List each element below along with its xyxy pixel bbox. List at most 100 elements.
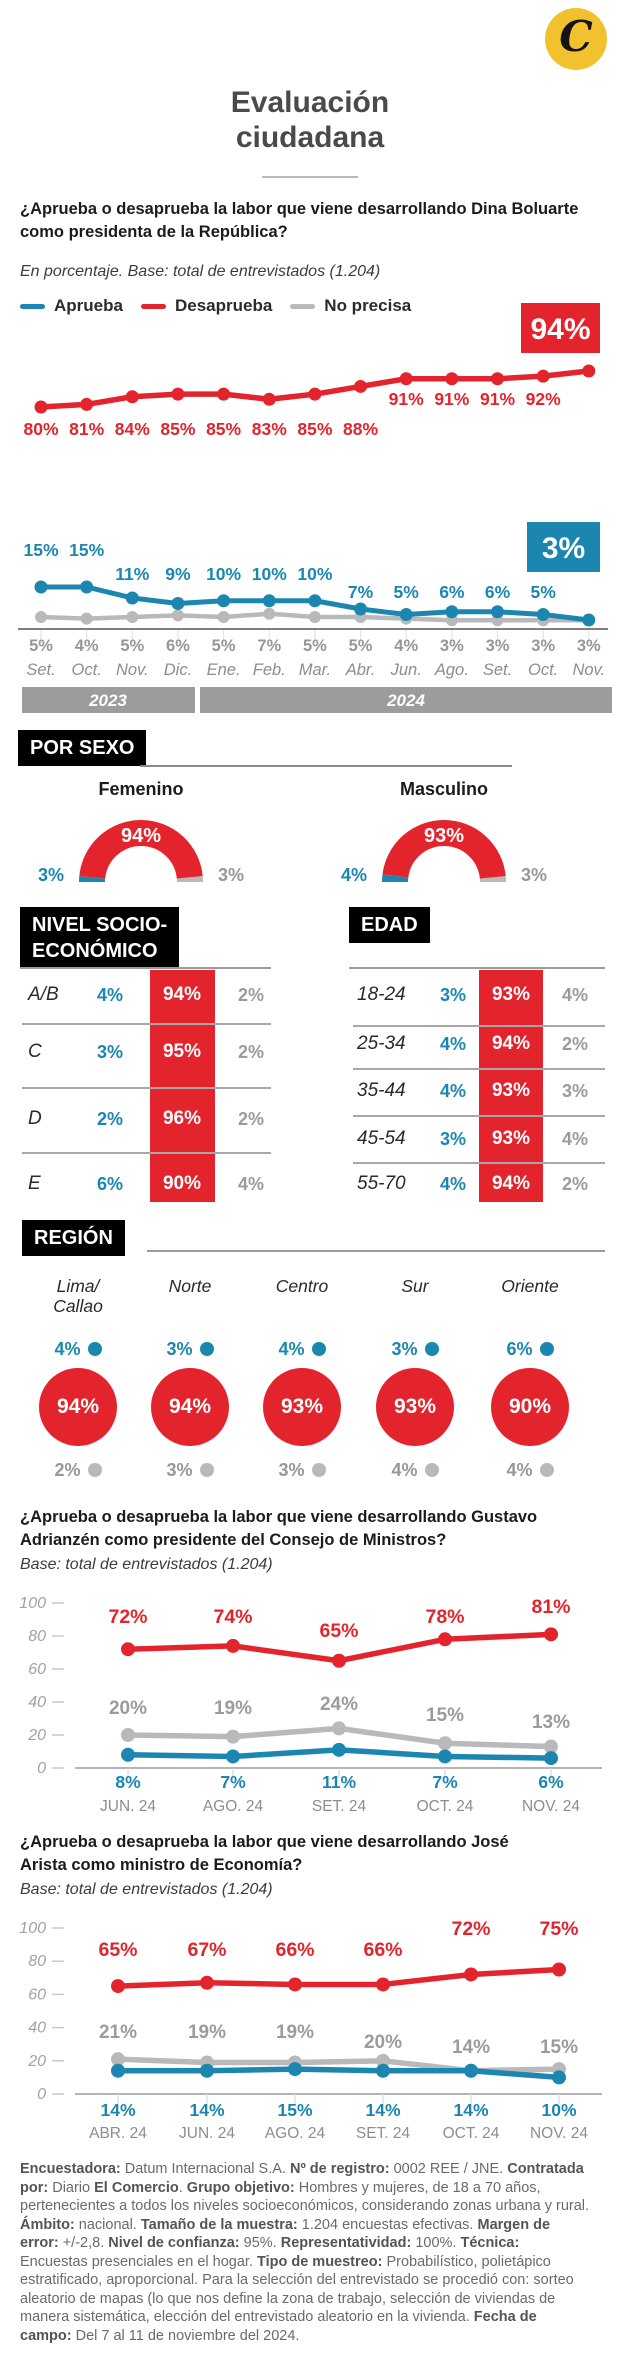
el-comercio-logo: C (545, 8, 607, 70)
no-precisa-pair: 4% (475, 1459, 585, 1480)
no-precisa-value: 4% (561, 1129, 588, 1149)
footnote-key: Nivel de confianza: (108, 2235, 244, 2251)
month-label: AGO. 24 (203, 1798, 264, 1815)
region-header: Lima/Callao (23, 1276, 133, 1316)
aprueba-dot (111, 2063, 125, 2078)
footnote-text: Probabilístico, polietápico estratificad… (20, 2253, 574, 2326)
gauge-aprueba-label: 4% (341, 865, 367, 885)
year-band-2024 (200, 687, 612, 713)
aprueba-dot-icon (87, 1342, 102, 1356)
footnote-key: Técnica: (460, 2235, 520, 2251)
value-label: 3% (577, 637, 601, 655)
no-precisa-dot (332, 1721, 346, 1736)
desaprueba-circle: 93% (376, 1368, 454, 1446)
year-band-2023 (22, 687, 195, 713)
month-label: Nov. (572, 661, 605, 679)
footnote-key: Ámbito: (20, 2216, 79, 2233)
aprueba-dot (332, 1742, 346, 1757)
no-precisa-value: 4% (561, 985, 588, 1005)
section-header-nse: NIVEL SOCIO- ECONÓMICO (20, 907, 180, 969)
table-rule-nse (20, 967, 271, 969)
footnote-text: Datum Internacional S.A. (124, 2161, 290, 2177)
value-label: 20% (109, 1698, 147, 1719)
aprueba-dot (552, 2070, 566, 2085)
no-precisa-dot-icon (87, 1463, 102, 1477)
question-boluarte-line2: como presidenta de la República? (20, 223, 288, 241)
aprueba-dot (544, 1751, 558, 1766)
aprueba-dot-icon (311, 1342, 326, 1356)
value-label: 81% (531, 1596, 570, 1618)
aprueba-dot (125, 591, 139, 605)
no-precisa-value: 4% (237, 1174, 264, 1194)
no-precisa-dot (121, 1728, 135, 1742)
y-tick-label: 100 (19, 1920, 46, 1937)
value-label: 15% (23, 540, 58, 560)
aprueba-pair: 4% (247, 1338, 357, 1359)
arista-trend-chart: 100 80 60 40 20 0 65% 67% 66% 66% 72% 75% 21% 19% 19% 2… (19, 1918, 602, 2142)
footnote-key: El Comercio (94, 2179, 179, 2196)
value-label: 15% (277, 2100, 312, 2120)
value-label: 15% (540, 2037, 578, 2058)
nse-header-line1: NIVEL SOCIO- (32, 914, 168, 936)
month-label: SET. 24 (312, 1798, 367, 1815)
aprueba-value: 3% (391, 1338, 418, 1359)
month-label: Mar. (299, 661, 331, 679)
value-label: 6% (439, 582, 465, 602)
no-precisa-dot-icon (199, 1463, 214, 1477)
adrianzen-trend-chart: 100 80 60 40 20 0 72% 74% 65% 78% 81% 20% 19% 24% 15% 1… (19, 1595, 602, 1815)
value-label: 6% (538, 1772, 564, 1792)
aprueba-dot (288, 2062, 302, 2077)
aprueba-value: 4% (278, 1338, 305, 1359)
footnote-text: nacional. (78, 2216, 141, 2233)
month-label: ABR. 24 (89, 2125, 147, 2142)
aprueba-value: 3% (96, 1042, 123, 1062)
desaprueba-value: 93% (491, 1128, 531, 1149)
row-label: 35-44 (357, 1080, 406, 1101)
value-label: 14% (452, 2037, 490, 2058)
value-label: 65% (98, 1939, 137, 1961)
value-label: 5% (212, 637, 236, 655)
value-label: 19% (188, 2022, 226, 2043)
desaprueba-dot (438, 1632, 452, 1647)
value-label: 85% (206, 419, 241, 439)
value-label: 7% (257, 637, 281, 655)
no-precisa-pair: 4% (360, 1460, 470, 1480)
aprueba-value: 4% (54, 1338, 81, 1359)
y-tick-label: 80 (28, 1953, 46, 1970)
aprueba-pair: 3% (135, 1339, 245, 1359)
aprueba-dot (438, 1749, 452, 1764)
desaprueba-circle: 93% (263, 1368, 341, 1446)
no-precisa-pair: 3% (135, 1460, 245, 1480)
desaprueba-dot (200, 1975, 214, 1990)
value-label: 10% (206, 564, 241, 584)
y-tick-label: 60 (28, 1986, 46, 2003)
footnote-key: Grupo objetivo: (186, 2179, 299, 2196)
desaprueba-value: 90% (162, 1173, 202, 1194)
desaprueba-value: 93% (491, 1080, 531, 1101)
gauge-title-femenino: Femenino (98, 779, 184, 799)
aprueba-pair: 4% (23, 1338, 133, 1359)
desaprueba-dot (121, 1642, 135, 1657)
year-label: 2024 (386, 691, 425, 710)
value-label: 92% (526, 389, 561, 409)
desaprueba-dot (288, 1977, 302, 1992)
aprueba-dot (226, 1749, 240, 1764)
footnote-text: 0002 REE / JNE. (393, 2161, 508, 2177)
aprueba-dash-icon (20, 303, 45, 309)
month-label: Abr. (345, 661, 376, 679)
footnote-text: +/-2,8. (62, 2235, 109, 2251)
no-precisa-value: 4% (506, 1459, 533, 1480)
value-label: 7% (220, 1772, 246, 1792)
row-separator (22, 1152, 271, 1154)
region-header-line: Norte (168, 1276, 212, 1296)
desaprueba-dot (171, 387, 185, 401)
footnote-key: Representatividad: (280, 2235, 416, 2251)
table-rule-edad (349, 967, 605, 969)
aprueba-dot (399, 608, 413, 621)
value-label: 11% (322, 1772, 356, 1792)
value-label: 11% (115, 564, 149, 584)
section-rule (140, 765, 512, 767)
aprueba-dot (171, 597, 185, 610)
footnote-text: 1.204 encuestas efectivas. (301, 2216, 478, 2233)
row-separator (353, 1025, 605, 1027)
